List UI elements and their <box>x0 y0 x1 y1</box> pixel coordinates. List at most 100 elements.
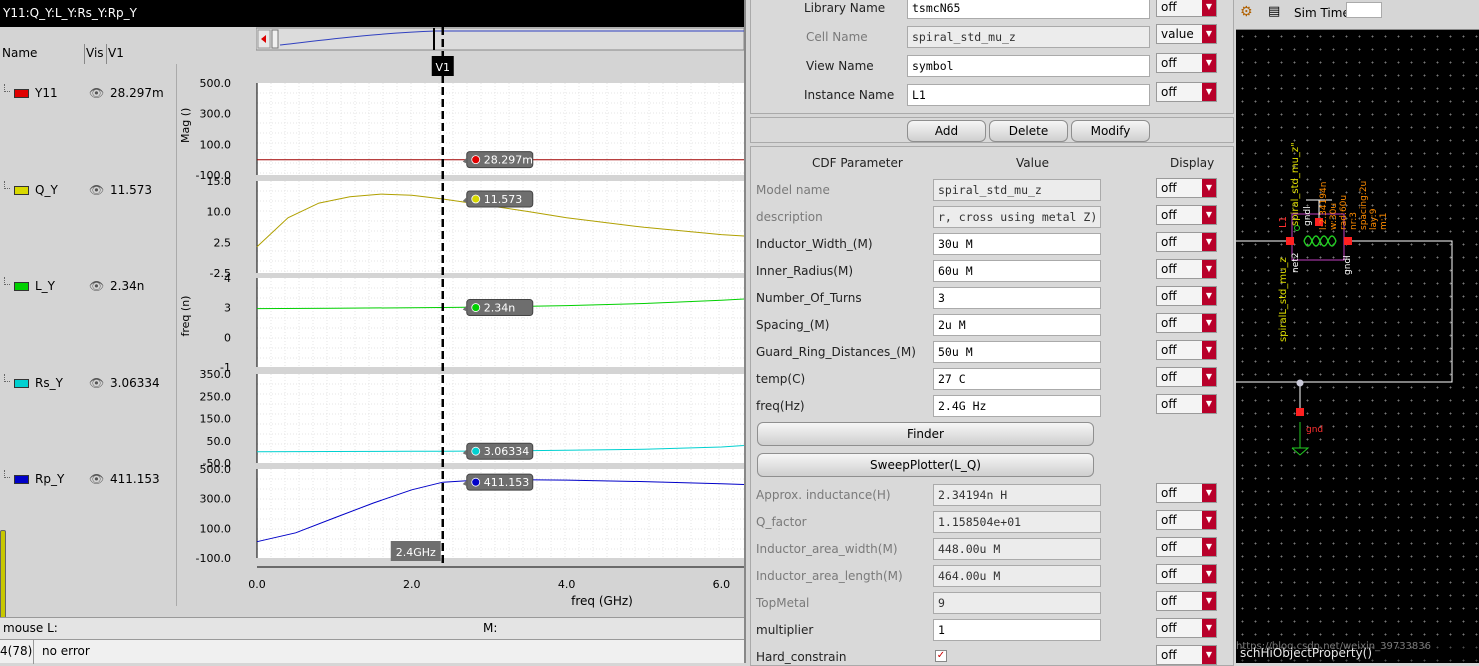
param-line: nr:3 <box>1349 212 1359 230</box>
hard-constrain-label: Hard_constrain <box>756 650 847 664</box>
param-display-combo[interactable]: off ▼ <box>1156 286 1217 306</box>
param-value-field[interactable]: 3 <box>933 287 1101 309</box>
param-line: m:1 <box>1379 212 1389 230</box>
trace-color-swatch <box>14 282 29 291</box>
y-tick-label: -100.0 <box>196 169 231 182</box>
param-line: l:2.34194n <box>1319 182 1329 230</box>
param-display-combo[interactable]: off ▼ <box>1156 232 1217 252</box>
zoom-strip[interactable] <box>256 27 744 51</box>
eye-icon[interactable]: 👁 <box>89 86 105 100</box>
series-line-rp_y <box>256 478 744 543</box>
param-display-combo[interactable]: off ▼ <box>1156 178 1217 198</box>
param-value-field[interactable]: 2.4G Hz <box>933 395 1101 417</box>
library-name-field[interactable]: tsmcN65 <box>907 0 1150 19</box>
marker-value-bubble: 28.297m <box>462 151 534 169</box>
sim-time-icon: ▤ <box>1268 4 1281 19</box>
param-display-combo[interactable]: off ▼ <box>1156 205 1217 225</box>
trace-row-rs-y[interactable]: Rs_Y 👁 3.06334 <box>0 374 177 394</box>
trace-name: L_Y <box>35 279 56 293</box>
library-display-combo[interactable]: off ▼ <box>1156 0 1217 17</box>
result-display-combo[interactable]: off ▼ <box>1156 537 1217 557</box>
net-label: net2 <box>1291 253 1301 274</box>
param-value-field[interactable]: 50u M <box>933 341 1101 363</box>
cell-name-label: Cell Name <box>806 30 868 44</box>
lib-label: spiralL_std_mu_z <box>1278 257 1289 342</box>
result-display-combo[interactable]: off ▼ <box>1156 564 1217 584</box>
eye-icon[interactable]: 👁 <box>89 279 105 293</box>
cdf-param-header: CDF Parameter <box>812 156 903 170</box>
view-display-combo[interactable]: off ▼ <box>1156 53 1217 73</box>
marker-value-bubble: 11.573 <box>462 190 534 208</box>
selection-handle[interactable] <box>0 530 6 626</box>
instance-name-field[interactable]: L1 <box>907 84 1150 106</box>
trace-value: 11.573 <box>110 183 152 197</box>
status-bar-message: 4(78) no error <box>0 639 744 664</box>
eye-icon[interactable]: 👁 <box>89 183 105 197</box>
param-value-field[interactable]: 30u M <box>933 233 1101 255</box>
param-display-combo[interactable]: off ▼ <box>1156 313 1217 333</box>
param-value-field: r, cross using metal Z) <box>933 206 1101 228</box>
gnd-pin-label-2: gndl <box>1343 255 1353 275</box>
eye-icon[interactable]: 👁 <box>89 472 105 486</box>
view-name-field[interactable]: symbol <box>907 55 1150 77</box>
result-display-combo[interactable]: off ▼ <box>1156 618 1217 638</box>
param-label: Inner_Radius(M) <box>756 264 854 278</box>
csdn-watermark: https://blog.csdn.net/weixin_39733836 <box>1236 641 1431 652</box>
eye-icon[interactable]: 👁 <box>89 376 105 390</box>
param-value-field[interactable]: 27 C <box>933 368 1101 390</box>
result-value-field[interactable]: 1 <box>933 619 1101 641</box>
trace-row-l-y[interactable]: L_Y 👁 2.34n <box>0 277 177 297</box>
result-display-combo[interactable]: off ▼ <box>1156 510 1217 530</box>
result-value-field: 1.158504e+01 <box>933 511 1101 533</box>
cell-display-combo[interactable]: value ▼ <box>1156 24 1217 44</box>
param-display-combo[interactable]: off ▼ <box>1156 259 1217 279</box>
param-line: w:30u <box>1329 203 1339 230</box>
y-tick-label: 350.0 <box>200 368 232 381</box>
result-display-combo[interactable]: off ▼ <box>1156 483 1217 503</box>
command-echo: schHiObjectProperty() <box>1240 646 1372 660</box>
param-label: Number_Of_Turns <box>756 291 862 305</box>
instance-display-combo[interactable]: off ▼ <box>1156 82 1217 102</box>
svg-text:V1: V1 <box>435 61 450 74</box>
trace-row-q-y[interactable]: Q_Y 👁 11.573 <box>0 181 177 201</box>
y-axis-label: Mag () <box>179 108 192 143</box>
marker-value-text: 11.573 <box>484 193 523 206</box>
param-value-field: spiral_std_mu_z <box>933 179 1101 201</box>
status-message: no error <box>42 644 90 658</box>
waveform-title: Y11:Q_Y:L_Y:Rs_Y:Rp_Y <box>0 0 744 27</box>
y-tick-label: -1 <box>220 361 231 374</box>
result-label: Q_factor <box>756 515 807 529</box>
marker-value-bubble: 2.34n <box>462 299 534 317</box>
finder-button[interactable]: Finder <box>757 422 1094 446</box>
hard-constrain-checkbox[interactable]: ✓ <box>935 650 947 662</box>
trace-value: 28.297m <box>110 86 164 100</box>
cell-label: spiral_std_mu_z" <box>1290 142 1301 226</box>
param-line: spacing:2u <box>1359 181 1369 230</box>
delete-button[interactable]: Delete <box>989 120 1068 142</box>
param-display-combo[interactable]: off ▼ <box>1156 367 1217 387</box>
modify-button[interactable]: Modify <box>1071 120 1150 142</box>
sim-time-field[interactable] <box>1346 2 1382 18</box>
trace-row-y11[interactable]: Y11 👁 28.297m <box>0 84 177 104</box>
param-display-combo[interactable]: off ▼ <box>1156 340 1217 360</box>
trace-color-swatch <box>14 89 29 98</box>
marker-dot <box>471 303 481 312</box>
x-axis-label: freq (GHz) <box>571 594 633 608</box>
sweep-plotter-button[interactable]: SweepPlotter(L_Q) <box>757 453 1094 477</box>
param-value-field[interactable]: 60u M <box>933 260 1101 282</box>
instance-name-label: Instance Name <box>804 88 895 102</box>
result-value-field: 9 <box>933 592 1101 614</box>
param-line: lay:9 <box>1369 208 1379 230</box>
trace-row-rp-y[interactable]: Rp_Y 👁 411.153 <box>0 470 177 490</box>
add-button[interactable]: Add <box>907 120 986 142</box>
schematic-canvas[interactable]: gnd L1 spiral_std_mu_z" spiralL_std_mu_z… <box>1236 30 1479 663</box>
param-display-combo[interactable]: off ▼ <box>1156 394 1217 414</box>
mouse-status: mouse L: <box>3 621 58 635</box>
gear-icon[interactable]: ⚙ <box>1240 4 1253 20</box>
param-value-field[interactable]: 2u M <box>933 314 1101 336</box>
hard-display-combo[interactable]: off ▼ <box>1156 645 1217 665</box>
y-tick-label: 150.0 <box>200 413 232 426</box>
result-display-combo[interactable]: off ▼ <box>1156 591 1217 611</box>
marker-dot <box>471 477 481 487</box>
